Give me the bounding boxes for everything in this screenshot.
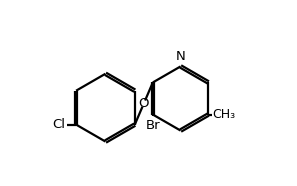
Text: Br: Br (146, 119, 160, 132)
Text: N: N (176, 50, 185, 63)
Text: O: O (138, 97, 149, 110)
Text: CH₃: CH₃ (212, 108, 236, 121)
Text: Cl: Cl (52, 118, 65, 131)
